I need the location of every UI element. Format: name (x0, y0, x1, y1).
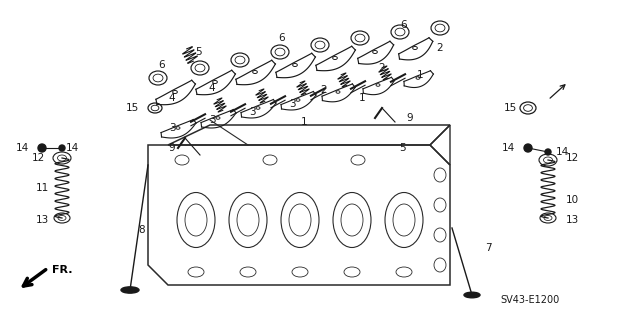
Text: 10: 10 (565, 195, 579, 205)
Text: 3: 3 (289, 99, 295, 109)
Text: 5: 5 (399, 143, 405, 153)
Text: 13: 13 (35, 215, 49, 225)
Text: 7: 7 (484, 243, 492, 253)
Text: 2: 2 (436, 43, 444, 53)
Text: 5: 5 (195, 47, 202, 57)
Text: 1: 1 (417, 70, 423, 80)
Text: 4: 4 (169, 93, 175, 103)
Text: 13: 13 (565, 215, 579, 225)
Text: 6: 6 (278, 33, 285, 43)
Text: 3: 3 (249, 107, 255, 117)
Text: 9: 9 (169, 143, 175, 153)
Text: 15: 15 (504, 103, 516, 113)
Text: FR.: FR. (52, 265, 72, 275)
Text: 4: 4 (209, 83, 215, 93)
Ellipse shape (464, 292, 480, 298)
Text: 11: 11 (35, 183, 49, 193)
Text: 14: 14 (556, 147, 568, 157)
Text: 14: 14 (65, 143, 79, 153)
Circle shape (59, 145, 65, 151)
Text: 9: 9 (406, 113, 413, 123)
Text: 6: 6 (159, 60, 165, 70)
Text: 12: 12 (565, 153, 579, 163)
Text: 12: 12 (31, 153, 45, 163)
Text: 1: 1 (301, 117, 307, 127)
Text: 2: 2 (321, 85, 327, 95)
Text: 8: 8 (139, 225, 145, 235)
Text: 15: 15 (125, 103, 139, 113)
Text: 3: 3 (209, 115, 215, 125)
Text: 14: 14 (501, 143, 515, 153)
Text: 6: 6 (401, 20, 407, 30)
Circle shape (524, 144, 532, 152)
Ellipse shape (121, 287, 139, 293)
Circle shape (545, 149, 551, 155)
Text: 14: 14 (15, 143, 29, 153)
Circle shape (38, 144, 46, 152)
Text: 2: 2 (379, 63, 385, 73)
Text: 1: 1 (358, 93, 365, 103)
Text: 3: 3 (169, 123, 175, 133)
Text: SV43-E1200: SV43-E1200 (500, 295, 559, 305)
